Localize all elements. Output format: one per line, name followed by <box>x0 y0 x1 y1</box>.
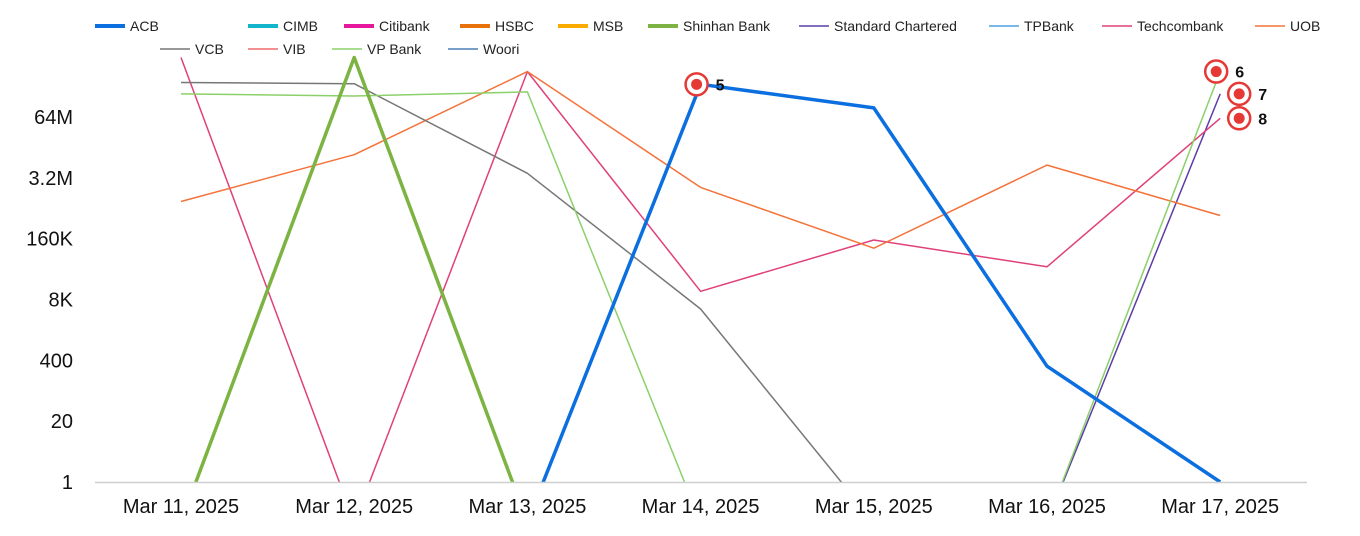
series-line-shinhan-bank <box>194 55 515 482</box>
x-tick-label: Mar 14, 2025 <box>642 496 760 518</box>
legend-label: Citibank <box>379 18 431 34</box>
legend-label: Techcombank <box>1137 18 1224 34</box>
annotation-marker-8: 8 <box>1226 106 1267 131</box>
chart-legend: ACB CIMB Citibank HSBC MSB Shinhan Bank Standa… <box>95 18 1320 57</box>
y-tick-label: 64M <box>34 107 73 129</box>
legend-item-cimb: CIMB <box>248 18 318 34</box>
y-tick-label: 1 <box>62 472 73 494</box>
annotation-marker-5: 5 <box>684 72 725 97</box>
marker-label: 6 <box>1235 65 1244 82</box>
x-tick-label: Mar 12, 2025 <box>295 496 413 518</box>
marker-dot <box>1210 66 1222 78</box>
x-tick-label: Mar 17, 2025 <box>1161 496 1279 518</box>
legend-item-techcombank: Techcombank <box>1102 18 1224 34</box>
legend-label: UOB <box>1290 18 1320 34</box>
y-axis-ticks: 1 20 400 8K 160K 3.2M 64M <box>26 107 73 494</box>
legend-item-vib: VIB <box>248 41 306 57</box>
marker-dot <box>691 78 703 90</box>
marker-dot <box>1233 112 1245 124</box>
legend-label: VIB <box>283 41 306 57</box>
y-tick-label: 160K <box>26 229 73 251</box>
legend-item-acb: ACB <box>95 18 159 34</box>
legend-item-vp-bank: VP Bank <box>332 41 422 57</box>
legend-label: VP Bank <box>367 41 422 57</box>
legend-label: MSB <box>593 18 623 34</box>
x-tick-label: Mar 13, 2025 <box>468 496 586 518</box>
legend-item-woori: Woori <box>448 41 519 57</box>
marker-label: 5 <box>716 77 725 94</box>
x-axis-ticks: Mar 11, 2025 Mar 12, 2025 Mar 13, 2025 Mar … <box>123 496 1279 518</box>
legend-item-msb: MSB <box>558 18 623 34</box>
annotation-marker-6: 6 <box>1203 59 1244 84</box>
legend-label: TPBank <box>1024 18 1075 34</box>
series-line-standard-chartered <box>1062 93 1221 482</box>
legend-label: CIMB <box>283 18 318 34</box>
series-lines <box>180 55 1222 482</box>
series-line-vcb <box>180 81 843 482</box>
series-line-techcombank <box>180 57 1221 482</box>
marker-label: 8 <box>1258 111 1267 128</box>
legend-item-tpbank: TPBank <box>989 18 1075 34</box>
x-tick-label: Mar 15, 2025 <box>815 496 933 518</box>
series-line-acb <box>541 82 1222 482</box>
legend-label: Woori <box>483 41 519 57</box>
legend-label: Shinhan Bank <box>683 18 771 34</box>
y-tick-label: 3.2M <box>29 168 73 190</box>
y-tick-label: 20 <box>51 411 73 433</box>
legend-label: ACB <box>130 18 159 34</box>
y-tick-label: 8K <box>49 290 74 312</box>
x-tick-label: Mar 16, 2025 <box>988 496 1106 518</box>
legend-label: HSBC <box>495 18 534 34</box>
marker-label: 7 <box>1258 87 1267 104</box>
series-line-uob <box>180 70 1221 249</box>
legend-item-citibank: Citibank <box>344 18 431 34</box>
legend-item-standard-chartered: Standard Chartered <box>799 18 957 34</box>
series-line-vp-bank <box>180 71 1221 482</box>
marker-dot <box>1233 88 1245 100</box>
legend-item-shinhan-bank: Shinhan Bank <box>648 18 771 34</box>
legend-label: VCB <box>195 41 224 57</box>
legend-label: Standard Chartered <box>834 18 957 34</box>
legend-item-uob: UOB <box>1255 18 1320 34</box>
y-tick-label: 400 <box>40 350 73 372</box>
legend-item-vcb: VCB <box>160 41 224 57</box>
annotation-markers: 5 67 8 <box>684 59 1267 131</box>
annotation-marker-7: 7 <box>1226 81 1267 107</box>
x-tick-label: Mar 11, 2025 <box>123 496 239 518</box>
legend-item-hsbc: HSBC <box>460 18 534 34</box>
